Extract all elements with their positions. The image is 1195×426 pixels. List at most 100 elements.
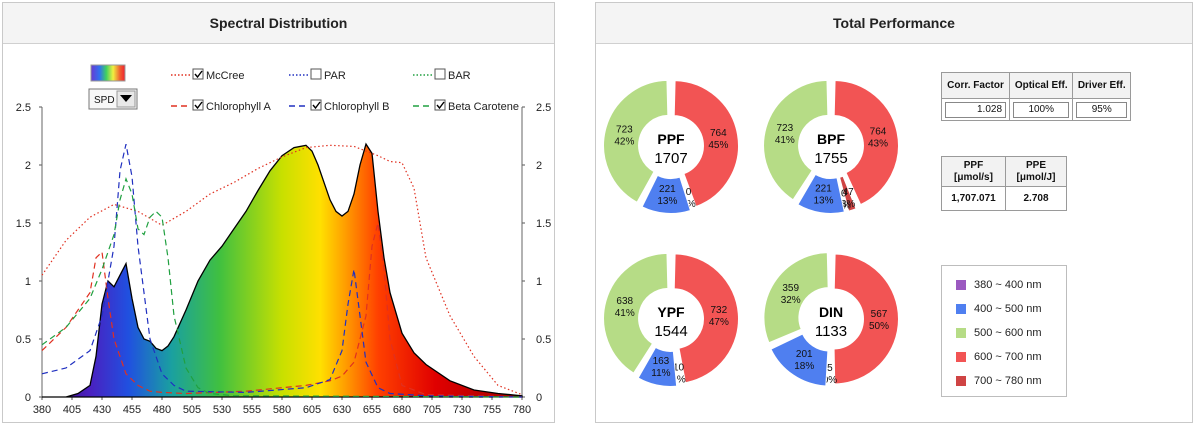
optical-eff-header: Optical Eff. [1009, 72, 1074, 99]
y-tick-label: 0 [25, 392, 31, 404]
band-label: 600 ~ 700 nm [974, 351, 1042, 363]
x-tick-label: 455 [123, 404, 141, 416]
slice-value-label: 163 [653, 356, 670, 367]
slice-value-label: 201 [796, 349, 813, 360]
chlorophyll-b-line [41, 143, 523, 398]
slice-percent-label: 18% [794, 361, 814, 372]
corr-factor-header: Corr. Factor [940, 72, 1011, 99]
band-legend-item: 380 ~ 400 nm [956, 278, 1042, 292]
x-tick-label: 480 [153, 404, 171, 416]
slice-percent-label: 13% [813, 195, 833, 206]
y-tick-label: 2 [25, 160, 31, 172]
spectral-chart: 0 0 0.5 0.5 1 1 1.5 1.5 2 2 2.5 2.5 380 405 430 455 480 5… [16, 64, 551, 416]
slice-value-label: 764 [710, 128, 727, 139]
spd-area-series [42, 142, 523, 398]
donut-center-label: DIN [819, 304, 843, 320]
beta-carotene-line [41, 177, 523, 398]
x-tick-label: 580 [273, 404, 291, 416]
x-tick-label: 430 [93, 404, 111, 416]
x-tick-label: 680 [393, 404, 411, 416]
chlorophyll-a-line [41, 222, 523, 398]
driver-eff-cell: 95% [1072, 98, 1131, 121]
slice-value-label: 47 [843, 187, 855, 198]
beta-carotene-checkbox[interactable] [434, 99, 446, 111]
slice-percent-label: 42% [614, 137, 634, 148]
check-icon [312, 101, 321, 110]
chlorophyll-a-legend-label: Chlorophyll A [206, 101, 271, 113]
x-tick-label: 755 [483, 404, 501, 416]
optical-eff-value[interactable]: 100% [1013, 101, 1070, 118]
band-legend-item: 400 ~ 500 nm [956, 302, 1042, 316]
band-legend-item: 600 ~ 700 nm [956, 350, 1042, 364]
corr-factor-value[interactable]: 1.028 [945, 101, 1007, 118]
donut-total: 1707 [654, 150, 687, 167]
donut-center-label: BPF [817, 131, 845, 147]
donut-slice [833, 253, 900, 385]
donut-slice [827, 350, 831, 387]
x-tick-label: 605 [303, 404, 321, 416]
slice-value-label: 638 [616, 296, 633, 307]
chevron-down-icon [120, 95, 132, 102]
x-tick-label: 730 [453, 404, 471, 416]
slice-percent-label: 0% [823, 375, 838, 386]
ppf-ppe-table: PPF [μmol/s] PPE [μmol/J] 1,707.071 2.70… [941, 156, 1067, 211]
donut-center-label: PPF [657, 131, 685, 147]
x-tick-label: 705 [423, 404, 441, 416]
x-tick-label: 405 [63, 404, 81, 416]
slice-value-label: 567 [871, 309, 888, 320]
x-tick-label: 655 [363, 404, 381, 416]
slice-value-label: 10 [673, 362, 685, 373]
x-tick-label: 780 [513, 404, 531, 416]
donut-slice [797, 173, 845, 214]
spectral-distribution-panel: Spectral Distribution [2, 2, 555, 423]
y-tick-label: 1 [25, 276, 31, 288]
band-swatch [956, 352, 966, 362]
band-label: 500 ~ 600 nm [974, 327, 1042, 339]
slice-value-label: 5 [827, 363, 833, 374]
panel-title: Total Performance [596, 3, 1192, 44]
slice-percent-label: 0% [837, 200, 852, 211]
check-icon [194, 70, 203, 79]
spd-dropdown-value: SPD [94, 95, 115, 106]
donut-slice [673, 80, 739, 208]
slice-percent-label: 50% [869, 321, 889, 332]
slice-percent-label: 43% [868, 138, 888, 149]
donut-slice [833, 80, 899, 206]
panel-title: Spectral Distribution [3, 3, 554, 44]
spectrum-color-icon[interactable] [90, 64, 126, 82]
band-label: 380 ~ 400 nm [974, 279, 1042, 291]
x-tick-label: 555 [243, 404, 261, 416]
par-checkbox[interactable] [310, 68, 322, 80]
donut-charts: 76445%00%22113%72342%PPF170776443%473%00… [603, 79, 900, 387]
check-icon [436, 101, 445, 110]
band-swatch [956, 304, 966, 314]
band-swatch [956, 376, 966, 386]
band-swatch [956, 280, 966, 290]
mccree-checkbox[interactable] [192, 68, 204, 80]
slice-percent-label: 41% [615, 308, 635, 319]
right-y-tick-label: 1 [536, 276, 542, 288]
band-legend: 380 ~ 400 nm 400 ~ 500 nm 500 ~ 600 nm 6… [941, 265, 1067, 397]
x-tick-label: 380 [33, 404, 51, 416]
chlorophyll-b-checkbox[interactable] [310, 99, 322, 111]
slice-percent-label: 3% [841, 199, 856, 210]
chlorophyll-a-checkbox[interactable] [192, 99, 204, 111]
ppe-header: PPE [μmol/J] [1005, 156, 1067, 187]
slice-percent-label: 11% [651, 368, 670, 379]
driver-eff-value[interactable]: 95% [1076, 101, 1127, 118]
donut-slice [637, 346, 678, 387]
donut-slice [673, 253, 739, 384]
right-y-tick-label: 0.5 [536, 334, 551, 346]
right-y-tick-label: 1.5 [536, 218, 551, 230]
donut-slice [770, 333, 829, 387]
band-legend-item: 700 ~ 780 nm [956, 374, 1042, 388]
bar-checkbox[interactable] [434, 68, 446, 80]
slice-value-label: 723 [776, 123, 793, 134]
donut-slice [763, 252, 829, 344]
band-label: 700 ~ 780 nm [974, 375, 1042, 387]
ppf-value: 1,707.071 [941, 186, 1006, 211]
chlorophyll-b-legend-label: Chlorophyll B [324, 101, 389, 113]
